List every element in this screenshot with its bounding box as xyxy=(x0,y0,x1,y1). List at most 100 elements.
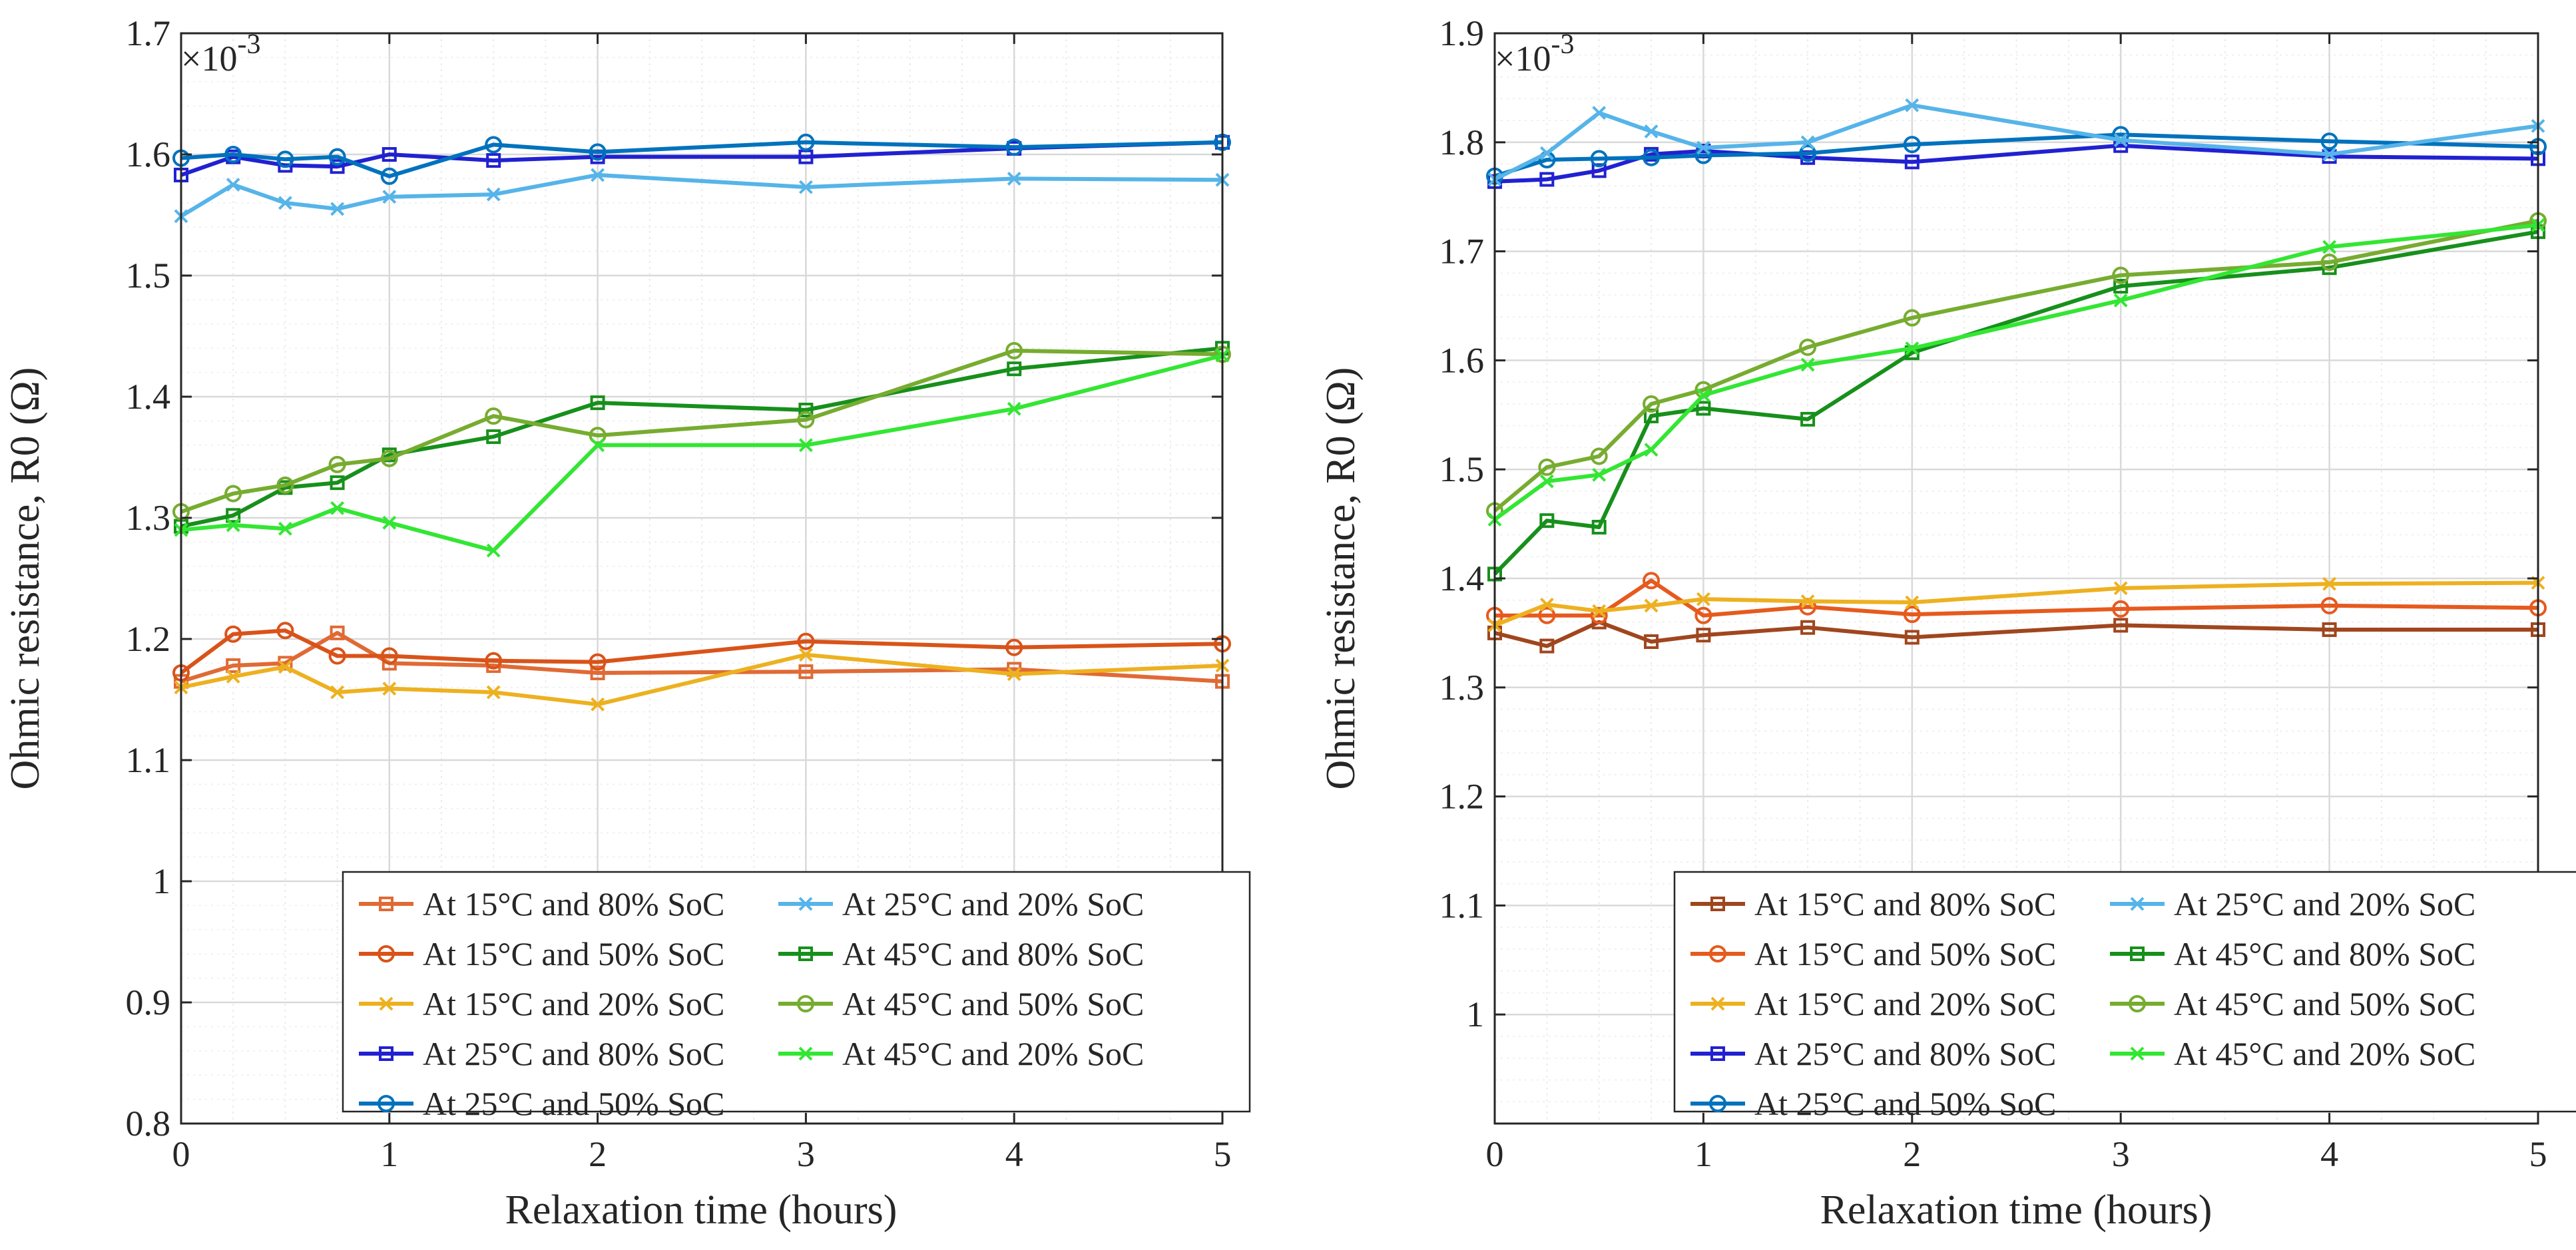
legend-label: At 15°C and 20% SoC xyxy=(423,985,724,1022)
data-point xyxy=(1905,341,1920,355)
data-point xyxy=(2322,149,2337,164)
y-tick-label: 1 xyxy=(1466,994,1484,1034)
data-point xyxy=(2322,576,2337,591)
data-point xyxy=(2320,253,2338,271)
data-point xyxy=(382,682,397,696)
legend-marker xyxy=(2130,946,2145,961)
data-point xyxy=(226,508,241,523)
x-tick-label: 1 xyxy=(380,1134,398,1174)
data-point xyxy=(1591,520,1607,535)
data-point xyxy=(1539,172,1555,187)
data-point xyxy=(276,150,294,168)
legend-label: At 45°C and 20% SoC xyxy=(842,1035,1144,1072)
data-point xyxy=(485,136,503,154)
data-point xyxy=(797,632,815,650)
legend-marker xyxy=(379,897,393,911)
data-point xyxy=(1592,604,1607,618)
data-point xyxy=(485,652,503,670)
data-point xyxy=(1539,513,1555,528)
legend-label: At 25°C and 50% SoC xyxy=(1754,1085,2056,1122)
series-line xyxy=(1493,218,2539,513)
legend-marker xyxy=(797,995,814,1012)
series-7 xyxy=(172,341,1231,521)
data-point xyxy=(1590,447,1608,465)
legend-marker xyxy=(1710,996,1725,1011)
x-tick-label: 1 xyxy=(1694,1134,1712,1174)
legend-label: At 25°C and 80% SoC xyxy=(423,1035,724,1072)
data-point xyxy=(278,521,292,536)
x-tick-label: 0 xyxy=(1486,1134,1504,1174)
data-point xyxy=(2112,600,2130,618)
data-point xyxy=(1904,154,1920,170)
y-tick-label: 1.9 xyxy=(1439,13,1485,53)
data-point xyxy=(1539,597,1554,612)
legend-marker xyxy=(1710,897,1725,911)
series-5 xyxy=(1487,98,2545,186)
series-line xyxy=(180,353,1223,553)
data-point xyxy=(2322,622,2337,637)
axis-multiplier-exponent: -3 xyxy=(1551,29,1574,60)
data-point xyxy=(1590,606,1608,624)
data-point xyxy=(380,449,398,467)
data-point xyxy=(798,438,813,453)
data-point xyxy=(330,475,345,491)
data-point xyxy=(1539,146,1554,160)
y-axis-label: Ohmic resistance, R0 (Ω) xyxy=(3,367,48,790)
y-tick-label: 1.7 xyxy=(126,13,171,53)
data-point xyxy=(1800,411,1816,427)
legend-marker xyxy=(1709,1095,1726,1112)
legend-label: At 45°C and 50% SoC xyxy=(842,985,1144,1022)
y-tick-label: 1.3 xyxy=(126,498,171,538)
legend-marker xyxy=(378,1095,395,1112)
legend-item: At 25°C and 50% SoC xyxy=(359,1085,724,1122)
legend-marker xyxy=(798,1046,813,1061)
x-tick-label: 3 xyxy=(797,1134,815,1174)
data-point xyxy=(1643,148,1661,166)
series-line xyxy=(180,628,1223,675)
data-point xyxy=(278,196,292,210)
data-point xyxy=(328,647,346,665)
x-axis-label: Relaxation time (hours) xyxy=(1820,1187,2212,1233)
legend-marker xyxy=(1709,945,1726,962)
axis-multiplier: ×10-3 xyxy=(1495,29,1574,79)
data-point xyxy=(2322,240,2337,254)
x-tick-label: 3 xyxy=(2112,1134,2130,1174)
legend-label: At 15°C and 80% SoC xyxy=(1754,885,2056,923)
data-point xyxy=(1800,135,1815,150)
legend-item: At 45°C and 80% SoC xyxy=(2110,935,2475,972)
data-point xyxy=(2320,596,2338,614)
data-point xyxy=(486,187,501,202)
y-tick-label: 1.4 xyxy=(1439,558,1485,598)
axis-multiplier-base: ×10 xyxy=(181,39,237,79)
series-line xyxy=(180,172,1223,218)
legend-marker xyxy=(798,897,813,911)
legend-marker xyxy=(378,945,395,962)
x-tick-label: 2 xyxy=(589,1134,607,1174)
data-point xyxy=(798,648,813,662)
data-point xyxy=(1903,136,1921,154)
legend-item: At 45°C and 50% SoC xyxy=(778,985,1144,1022)
series-line xyxy=(1493,230,2539,576)
data-point xyxy=(1538,458,1556,476)
legend-item: At 45°C and 50% SoC xyxy=(2110,985,2475,1022)
y-tick-label: 1.4 xyxy=(126,377,171,417)
y-tick-label: 1.6 xyxy=(1439,340,1485,380)
data-point xyxy=(1007,667,1021,682)
legend-item: At 25°C and 50% SoC xyxy=(1690,1085,2056,1122)
legend-marker xyxy=(379,996,393,1011)
data-point xyxy=(1643,395,1661,413)
data-point xyxy=(798,664,814,680)
legend-label: At 45°C and 80% SoC xyxy=(842,935,1144,972)
legend-marker xyxy=(379,1046,393,1061)
x-tick-label: 5 xyxy=(2529,1134,2547,1174)
data-point xyxy=(1007,361,1022,377)
data-point xyxy=(1005,341,1023,359)
data-point xyxy=(226,670,240,684)
data-point xyxy=(589,427,607,445)
data-point xyxy=(591,168,605,182)
legend-label: At 15°C and 80% SoC xyxy=(423,885,724,923)
data-point xyxy=(330,625,345,640)
series-line xyxy=(180,346,1223,528)
series-line xyxy=(1493,223,2539,521)
